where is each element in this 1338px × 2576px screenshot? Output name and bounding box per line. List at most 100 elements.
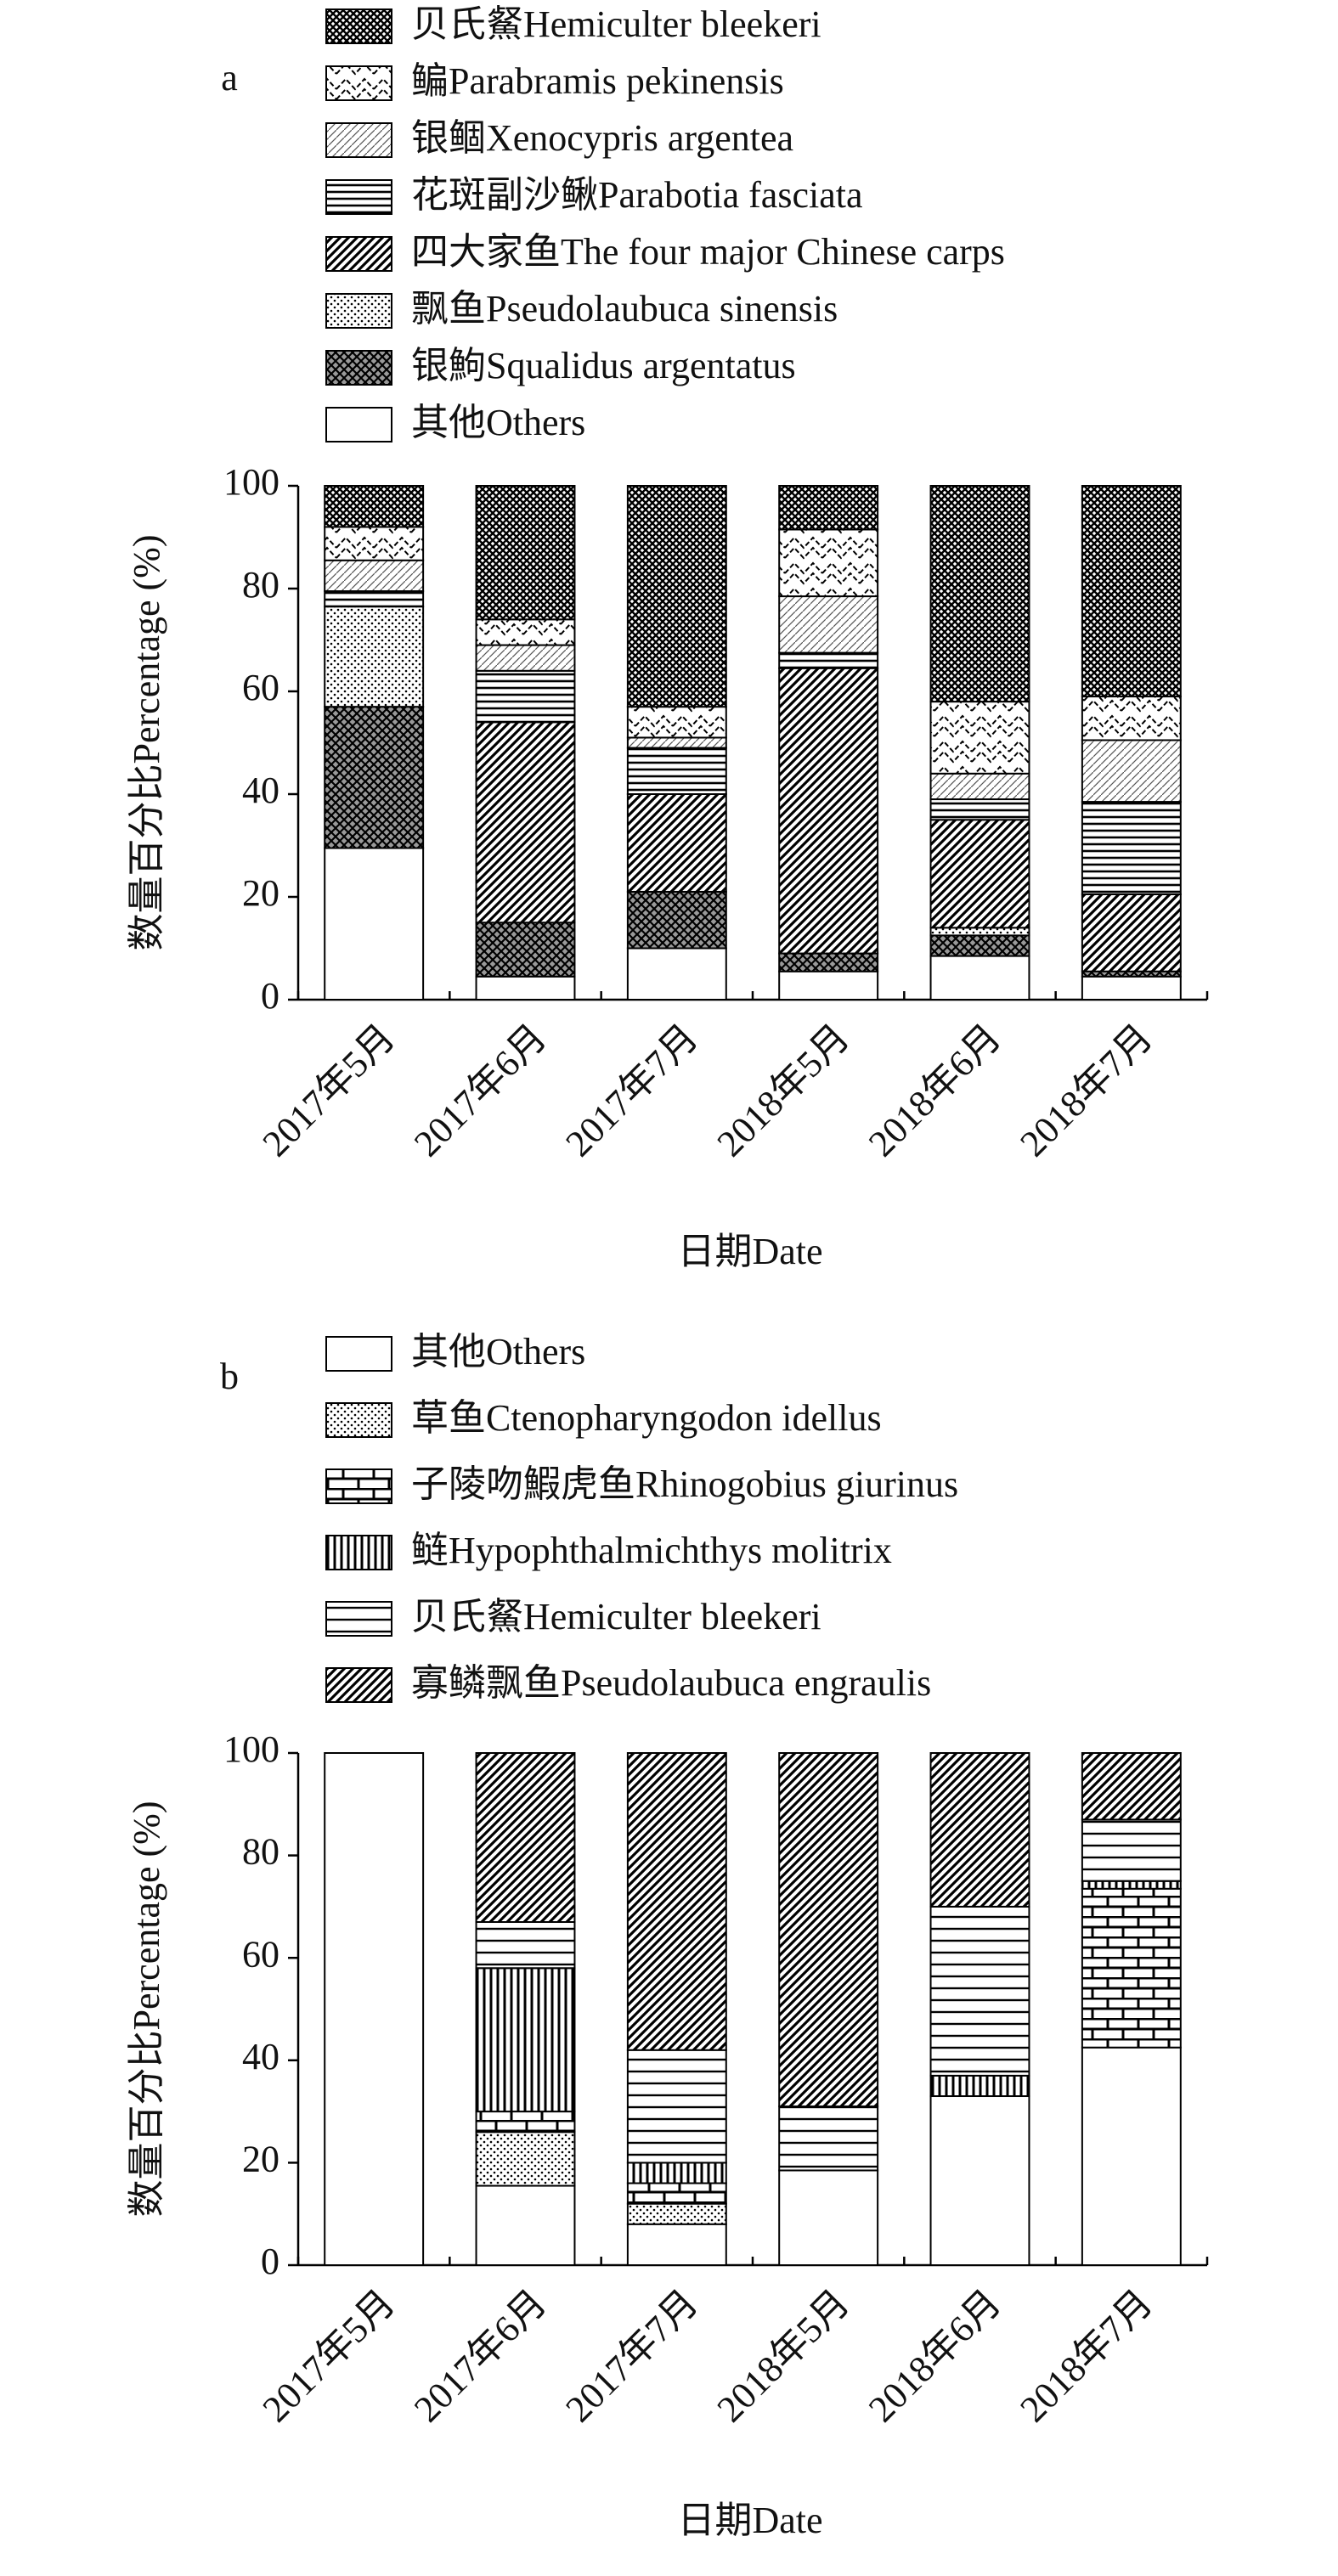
bar-segment — [626, 1752, 727, 2051]
legend-swatch — [325, 1468, 392, 1504]
bar-segment — [324, 706, 425, 849]
bar-segment — [626, 2223, 727, 2267]
legend-swatch — [325, 1535, 392, 1570]
legend-label: 鲢Hypophthalmichthys molitrix — [411, 1530, 892, 1571]
x-tick-label: 2017年6月 — [406, 1017, 555, 1165]
bar-segment — [626, 747, 727, 795]
x-tick-label: 2018年6月 — [861, 2282, 1009, 2431]
bar-segment — [929, 701, 1030, 775]
bar-segment — [475, 721, 576, 924]
bar-segment — [1081, 2046, 1182, 2267]
bar-segment — [1081, 801, 1182, 895]
bar-segment — [475, 2131, 576, 2187]
bar-segment — [324, 847, 425, 1001]
legend-swatch — [325, 1402, 392, 1438]
legend-swatch — [325, 8, 392, 44]
legend-swatch — [325, 1667, 392, 1703]
y-tick-label: 100 — [223, 461, 279, 503]
bar-segment — [929, 2074, 1030, 2098]
legend-swatch — [325, 179, 392, 215]
bar-segment — [929, 819, 1030, 929]
y-tick-label: 0 — [261, 2241, 279, 2282]
panel-label: b — [220, 1356, 239, 1397]
y-tick-label: 80 — [242, 1831, 279, 1873]
legend-swatch — [325, 65, 392, 101]
bar-segment — [475, 644, 576, 672]
x-tick-label: 2017年5月 — [255, 2282, 404, 2431]
legend-label: 草鱼Ctenopharyngodon idellus — [411, 1397, 882, 1439]
bar-segment — [929, 934, 1030, 957]
bar-segment — [929, 798, 1030, 821]
bar-segment — [1081, 739, 1182, 803]
bar-segment — [778, 485, 879, 531]
bar-segment — [626, 793, 727, 893]
bar-segment — [929, 955, 1030, 1001]
bar-segment — [626, 947, 727, 1001]
x-axis-title: 日期Date — [677, 1231, 822, 1272]
y-tick-label: 100 — [223, 1728, 279, 1770]
bar-segment — [778, 2105, 879, 2172]
bar-segment — [475, 1752, 576, 1923]
bar-segment — [324, 606, 425, 708]
x-tick-label: 2017年7月 — [557, 2282, 706, 2431]
bar-segment — [929, 1905, 1030, 2077]
bar-segment — [929, 927, 1030, 937]
x-tick-label: 2017年6月 — [406, 2282, 555, 2431]
bar-segment — [1081, 1887, 1182, 2049]
bar-segment — [1081, 696, 1182, 741]
bar-segment — [475, 1967, 576, 2113]
charts: a 贝氏䱗Hemiculter bleekeri 鳊Parabramis pekin… — [126, 3, 1209, 2541]
bar-segment — [626, 2202, 727, 2225]
bar-segment — [475, 2111, 576, 2134]
legend-label: 四大家鱼The four major Chinese carps — [411, 231, 1005, 273]
bar-segment — [778, 667, 879, 955]
bar-segment — [626, 2162, 727, 2184]
bar-segment — [778, 2169, 879, 2267]
bar-segment — [324, 559, 425, 593]
y-axis-title: 数量百分比Percentage (%) — [126, 1801, 167, 2218]
bar-segment — [324, 485, 425, 528]
legend-label: 贝氏䱗Hemiculter bleekeri — [411, 3, 821, 45]
bar-segment — [475, 975, 576, 1001]
legend-swatch — [325, 293, 392, 329]
bar-segment — [778, 595, 879, 654]
bar-segment — [626, 890, 727, 950]
bar-segment — [1081, 1880, 1182, 1890]
x-tick-label: 2017年5月 — [255, 1017, 404, 1165]
legend-label: 飘鱼Pseudolaubuca sinensis — [411, 288, 838, 330]
bar-segment — [626, 706, 727, 739]
legend-swatch — [325, 1336, 392, 1372]
chart: a 贝氏䱗Hemiculter bleekeri 鳊Parabramis pekin… — [126, 3, 1209, 1272]
bar-segment — [778, 952, 879, 972]
legend-label: 其他Others — [411, 402, 585, 443]
x-tick-label: 2018年5月 — [709, 2282, 858, 2431]
legend-label: 花斑副沙鳅Parabotia fasciata — [411, 174, 863, 216]
panel-label: a — [221, 57, 238, 99]
legend-swatch — [325, 350, 392, 386]
bar-segment — [1081, 893, 1182, 972]
legend-swatch — [325, 1601, 392, 1637]
bar-segment — [475, 1920, 576, 1970]
legend-label: 银鲴Xenocypris argentea — [411, 117, 793, 159]
bar-segment — [1081, 1752, 1182, 1821]
x-axis-title: 日期Date — [677, 2500, 822, 2541]
x-tick-label: 2018年7月 — [1012, 2282, 1160, 2431]
y-tick-label: 40 — [242, 2036, 279, 2077]
bar-segment — [1081, 975, 1182, 1001]
bar-segment — [475, 669, 576, 724]
y-tick-label: 60 — [242, 667, 279, 708]
bar-segment — [929, 2095, 1030, 2267]
bar-segment — [324, 1752, 425, 2266]
bar-segment — [1081, 485, 1182, 698]
bar-segment — [778, 528, 879, 598]
legend-swatch — [325, 122, 392, 158]
bar-segment — [475, 618, 576, 646]
legend-label: 鳊Parabramis pekinensis — [411, 60, 784, 102]
legend-label: 寡鳞飘鱼Pseudolaubuca engraulis — [411, 1662, 931, 1704]
bar-segment — [929, 1752, 1030, 1908]
bar-segment — [778, 1752, 879, 2108]
bar-segment — [626, 485, 727, 708]
y-tick-label: 20 — [242, 872, 279, 914]
y-tick-label: 80 — [242, 564, 279, 606]
